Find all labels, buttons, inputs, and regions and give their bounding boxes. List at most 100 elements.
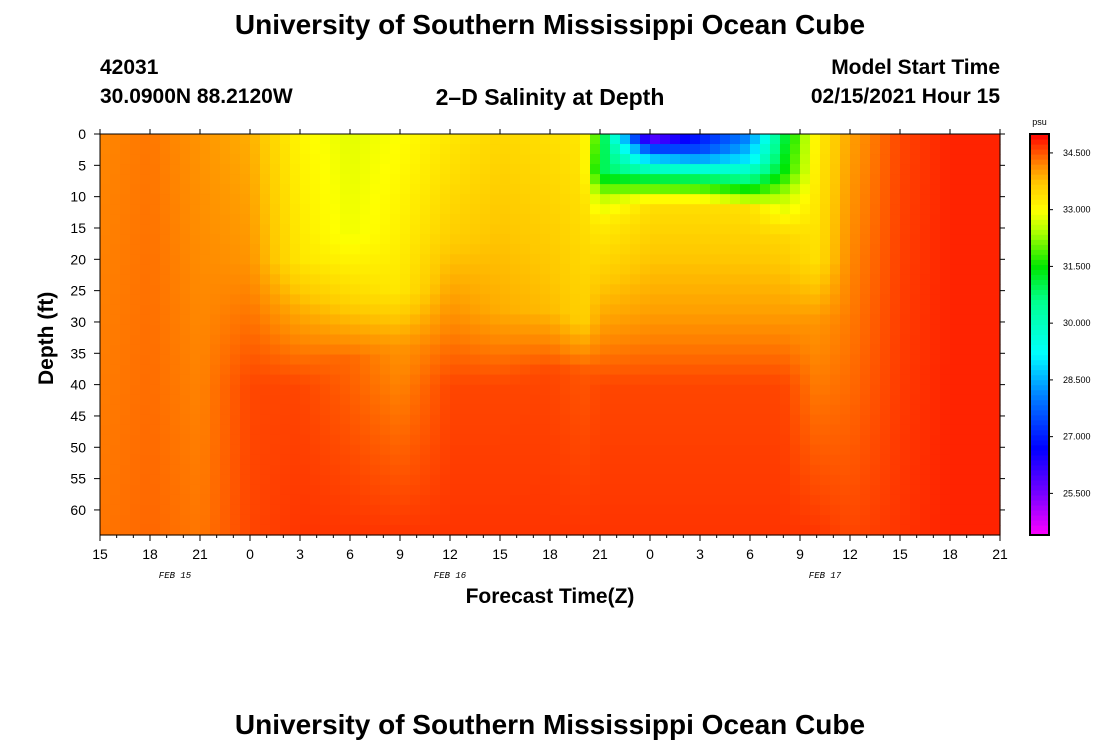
heatmap-cell — [600, 484, 611, 496]
heatmap-cell — [740, 384, 751, 396]
heatmap-cell — [800, 244, 811, 255]
heatmap-cell — [980, 424, 991, 436]
heatmap-cell — [510, 154, 521, 165]
heatmap-cell — [890, 284, 901, 295]
heatmap-cell — [880, 344, 891, 356]
heatmap-cell — [100, 504, 111, 516]
heatmap-cell — [630, 334, 641, 346]
heatmap-cell — [990, 154, 1001, 165]
heatmap-cell — [940, 334, 951, 346]
heatmap-cell — [310, 494, 321, 506]
heatmap-cell — [750, 194, 761, 205]
heatmap-cell — [530, 354, 541, 366]
heatmap-cell — [900, 474, 911, 486]
heatmap-cell — [630, 274, 641, 285]
heatmap-cell — [400, 254, 411, 265]
heatmap-cell — [620, 424, 631, 436]
heatmap-cell — [330, 454, 341, 466]
heatmap-cell — [840, 364, 851, 376]
heatmap-cell — [580, 394, 591, 406]
heatmap-cell — [640, 184, 651, 195]
heatmap-cell — [230, 284, 241, 295]
heatmap-cell — [130, 414, 141, 426]
heatmap-cell — [230, 414, 241, 426]
heatmap-cell — [390, 334, 401, 346]
colorbar-segment — [1030, 499, 1049, 506]
heatmap-cell — [690, 464, 701, 476]
heatmap-cell — [390, 434, 401, 446]
heatmap-cell — [750, 154, 761, 165]
heatmap-cell — [420, 384, 431, 396]
heatmap-cell — [200, 524, 211, 536]
heatmap-cell — [910, 234, 921, 245]
heatmap-cell — [820, 294, 831, 306]
heatmap-cell — [650, 354, 661, 366]
heatmap-cell — [370, 264, 381, 275]
heatmap-cell — [570, 354, 581, 366]
heatmap-cell — [850, 394, 861, 406]
heatmap-cell — [200, 344, 211, 356]
heatmap-cell — [540, 324, 551, 336]
heatmap-cell — [400, 194, 411, 205]
x-tick-label: 21 — [192, 546, 208, 562]
heatmap-cell — [180, 154, 191, 165]
heatmap-cell — [780, 294, 791, 306]
heatmap-cell — [910, 484, 921, 496]
heatmap-cell — [740, 164, 751, 175]
heatmap-cell — [150, 524, 161, 536]
heatmap-cell — [680, 464, 691, 476]
heatmap-cell — [430, 254, 441, 265]
heatmap-cell — [700, 304, 711, 316]
heatmap-cell — [280, 474, 291, 486]
heatmap-cell — [240, 294, 251, 306]
heatmap-cell — [830, 424, 841, 436]
heatmap-cell — [550, 174, 561, 185]
heatmap-cell — [950, 504, 961, 516]
heatmap-cell — [930, 524, 941, 536]
heatmap-cell — [620, 434, 631, 446]
heatmap-cell — [940, 164, 951, 175]
heatmap-cell — [780, 234, 791, 245]
heatmap-cell — [550, 184, 561, 195]
heatmap-cell — [360, 294, 371, 306]
heatmap-cell — [440, 294, 451, 306]
heatmap-cell — [350, 304, 361, 316]
heatmap-cell — [470, 284, 481, 295]
heatmap-cell — [300, 244, 311, 255]
heatmap-cell — [140, 524, 151, 536]
heatmap-cell — [770, 464, 781, 476]
heatmap-cell — [330, 184, 341, 195]
heatmap-cell — [960, 304, 971, 316]
heatmap-cell — [190, 154, 201, 165]
heatmap-cell — [560, 324, 571, 336]
heatmap-cell — [740, 314, 751, 326]
heatmap-cell — [810, 224, 821, 235]
heatmap-cell — [480, 484, 491, 496]
heatmap-cell — [800, 174, 811, 185]
heatmap-cell — [400, 304, 411, 316]
heatmap-cell — [860, 294, 871, 306]
heatmap-cell — [850, 504, 861, 516]
heatmap-cell — [890, 514, 901, 526]
heatmap-cell — [960, 414, 971, 426]
heatmap-cell — [770, 234, 781, 245]
heatmap-cell — [740, 494, 751, 506]
heatmap-cell — [180, 294, 191, 306]
heatmap-cell — [710, 194, 721, 205]
heatmap-cell — [780, 464, 791, 476]
heatmap-cell — [450, 494, 461, 506]
heatmap-cell — [240, 314, 251, 326]
heatmap-cell — [530, 314, 541, 326]
heatmap-cell — [260, 484, 271, 496]
heatmap-cell — [940, 324, 951, 336]
heatmap-cell — [820, 384, 831, 396]
heatmap-cell — [770, 274, 781, 285]
heatmap-cell — [270, 494, 281, 506]
heatmap-cell — [770, 474, 781, 486]
heatmap-cell — [660, 274, 671, 285]
heatmap-cell — [620, 504, 631, 516]
heatmap-cell — [670, 234, 681, 245]
heatmap-cell — [180, 184, 191, 195]
heatmap-cell — [150, 204, 161, 215]
heatmap-cell — [480, 354, 491, 366]
